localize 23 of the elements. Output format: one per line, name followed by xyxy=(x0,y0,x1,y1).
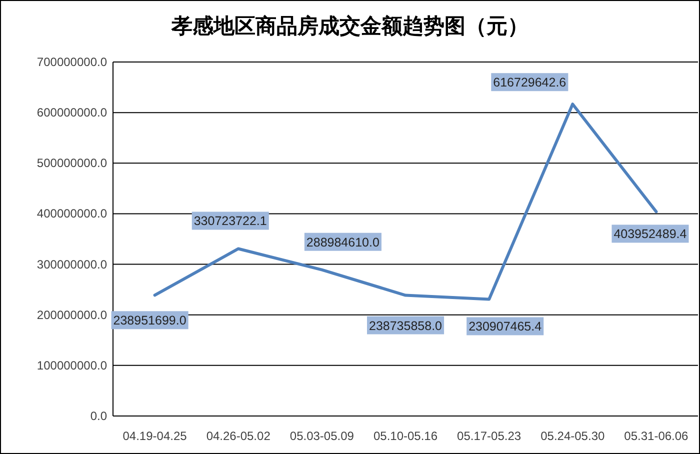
x-tick-label: 05.17-05.23 xyxy=(457,429,522,443)
x-tick-label: 05.10-05.16 xyxy=(373,429,438,443)
chart-title: 孝感地区商品房成交金额趋势图（元） xyxy=(170,13,528,38)
y-tick-label: 400000000.0 xyxy=(36,206,108,221)
data-label: 238735858.0 xyxy=(369,318,442,333)
data-label: 330723722.1 xyxy=(194,214,267,228)
x-tick-label: 05.03-05.09 xyxy=(290,429,354,443)
x-tick-label: 04.26-05.02 xyxy=(206,429,271,443)
data-label: 288984610.0 xyxy=(306,235,380,250)
y-tick-label: 300000000.0 xyxy=(36,257,108,272)
data-label: 238951699.0 xyxy=(113,314,186,328)
y-tick-label: 700000000.0 xyxy=(36,55,108,69)
y-tick-label: 0.0 xyxy=(90,409,108,423)
data-label: 230907465.4 xyxy=(468,320,542,334)
x-tick-label: 05.24-05.30 xyxy=(540,429,605,443)
y-tick-label: 200000000.0 xyxy=(36,308,108,322)
y-tick-label: 600000000.0 xyxy=(36,106,108,120)
data-label: 616729642.6 xyxy=(493,76,566,90)
data-label: 403952489.4 xyxy=(614,227,687,242)
x-tick-label: 05.31-06.06 xyxy=(624,429,689,443)
y-tick-label: 100000000.0 xyxy=(36,358,108,372)
y-tick-label: 500000000.0 xyxy=(36,156,108,170)
x-tick-label: 04.19-04.25 xyxy=(122,429,188,443)
